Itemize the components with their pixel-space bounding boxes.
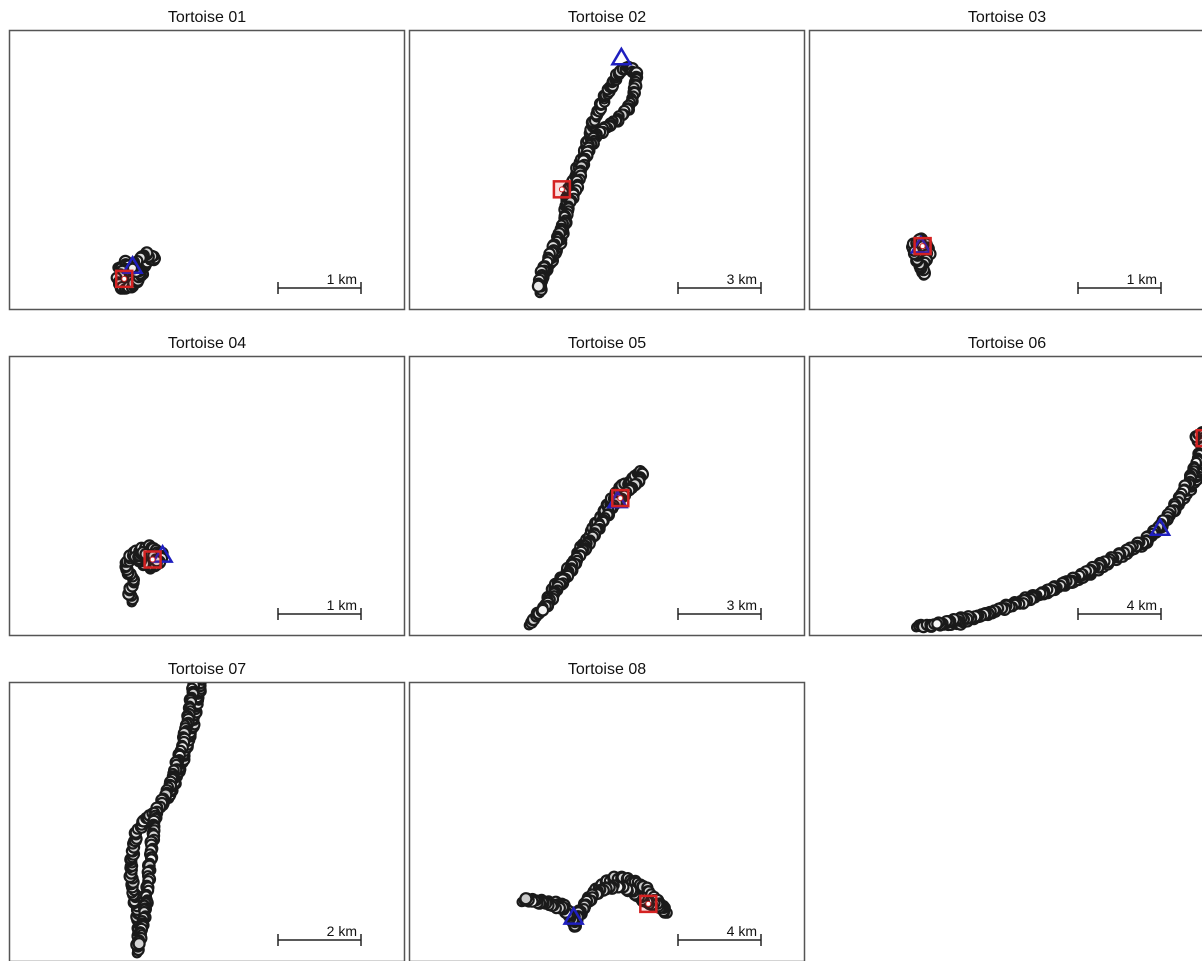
scale-bar-label: 1 km [327, 597, 357, 613]
location-point [193, 650, 204, 661]
location-point [192, 649, 202, 659]
location-point [538, 605, 549, 616]
location-point [197, 650, 206, 659]
location-point [193, 645, 204, 656]
location-point [199, 643, 208, 652]
location-point [199, 637, 208, 646]
location-point [198, 639, 209, 650]
panel-title: Tortoise 02 [568, 9, 646, 26]
panel-tortoise-04: Tortoise 04 1 km [10, 335, 405, 636]
panel-title: Tortoise 04 [168, 335, 246, 352]
panel-title: Tortoise 05 [568, 335, 646, 352]
end-marker-dot [122, 276, 127, 281]
location-point [195, 651, 206, 662]
location-point [533, 281, 544, 292]
scale-bar-label: 3 km [727, 271, 757, 287]
scale-bar-label: 3 km [727, 597, 757, 613]
location-point [197, 643, 207, 653]
scale-bar-label: 4 km [1127, 597, 1157, 613]
location-point [195, 645, 206, 656]
panel-title: Tortoise 03 [968, 9, 1046, 26]
panel-frame [10, 357, 405, 636]
panel-title: Tortoise 07 [168, 661, 246, 678]
panel-frame [410, 683, 805, 962]
panel-title: Tortoise 08 [568, 661, 646, 678]
scale-bar-label: 1 km [1127, 271, 1157, 287]
panel-tortoise-08: Tortoise 08 4 km [410, 661, 805, 961]
panel-frame [410, 31, 805, 310]
scale-bar-label: 2 km [327, 923, 357, 939]
scale-bar-label: 1 km [327, 271, 357, 287]
end-marker-dot [618, 496, 623, 501]
panel-title: Tortoise 01 [168, 9, 246, 26]
end-marker-dot [646, 901, 651, 906]
panel-frame [810, 357, 1202, 636]
panel-tortoise-06: Tortoise 06 4 km [810, 335, 1202, 636]
location-point [193, 640, 204, 651]
end-marker-dot [559, 187, 564, 192]
panel-frame [810, 31, 1202, 310]
panel-tortoise-02: Tortoise 02 3 km [410, 9, 805, 310]
panel-title: Tortoise 06 [968, 335, 1046, 352]
location-point [195, 643, 204, 652]
location-point [192, 651, 201, 660]
panel-tortoise-05: Tortoise 05 3 km [410, 335, 805, 636]
panel-frame [10, 683, 405, 962]
location-point [194, 637, 202, 645]
location-point [134, 938, 145, 949]
end-marker-dot [150, 557, 155, 562]
location-point [932, 619, 941, 628]
scale-bar-label: 4 km [727, 923, 757, 939]
location-point [194, 642, 204, 652]
panel-tortoise-03: Tortoise 03 1 km [810, 9, 1202, 310]
panel-tortoise-01: Tortoise 01 1 km [10, 9, 405, 310]
location-point [200, 637, 210, 647]
location-point [199, 635, 207, 643]
end-marker [1197, 430, 1202, 446]
panel-frame [10, 31, 405, 310]
end-marker-dot [920, 244, 925, 249]
location-point [197, 651, 207, 661]
location-point [520, 893, 531, 904]
